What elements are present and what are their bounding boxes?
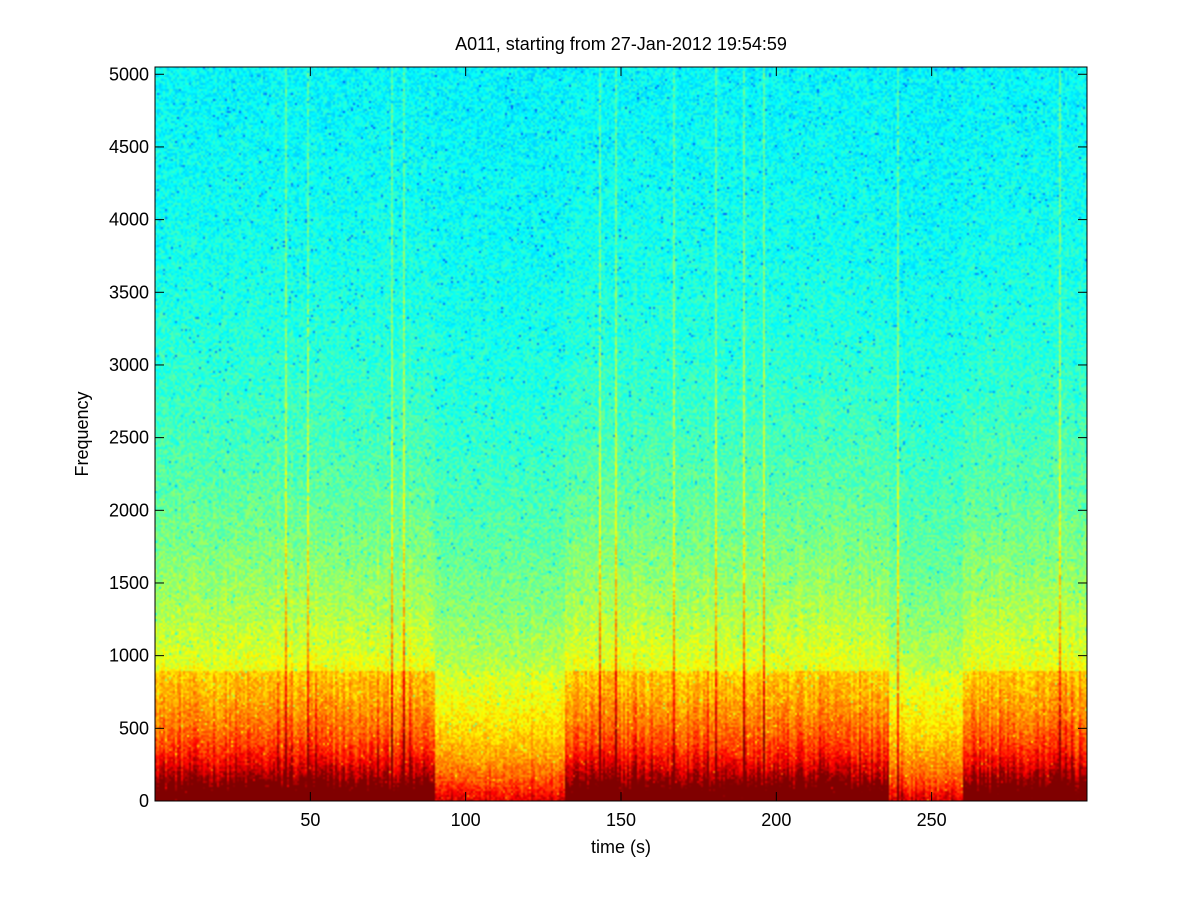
y-axis: 0 500 1000 1500 2000 2500 3000 3500 4000 4500 5000 xyxy=(109,64,1087,811)
spectrogram-heatmap xyxy=(155,67,1087,801)
y-tick-label: 4500 xyxy=(109,137,149,157)
chart-title: A011, starting from 27-Jan-2012 19:54:59 xyxy=(455,34,787,54)
y-axis-label: Frequency xyxy=(72,391,92,476)
plot-area xyxy=(155,67,1087,801)
y-tick-label: 1000 xyxy=(109,646,149,666)
x-tick-label: 100 xyxy=(451,810,481,830)
y-tick-label: 500 xyxy=(119,718,149,738)
y-tick-label: 2000 xyxy=(109,500,149,520)
y-tick-label: 0 xyxy=(139,791,149,811)
x-axis-label: time (s) xyxy=(591,837,651,857)
y-tick-label: 1500 xyxy=(109,573,149,593)
y-tick-label: 4000 xyxy=(109,210,149,230)
y-tick-label: 3000 xyxy=(109,355,149,375)
y-tick-label: 2500 xyxy=(109,428,149,448)
x-tick-label: 50 xyxy=(300,810,320,830)
x-tick-label: 250 xyxy=(917,810,947,830)
y-tick-label: 5000 xyxy=(109,64,149,84)
x-axis: 50 100 150 200 250 xyxy=(300,67,947,830)
x-tick-label: 150 xyxy=(606,810,636,830)
y-tick-label: 3500 xyxy=(109,282,149,302)
x-tick-label: 200 xyxy=(761,810,791,830)
